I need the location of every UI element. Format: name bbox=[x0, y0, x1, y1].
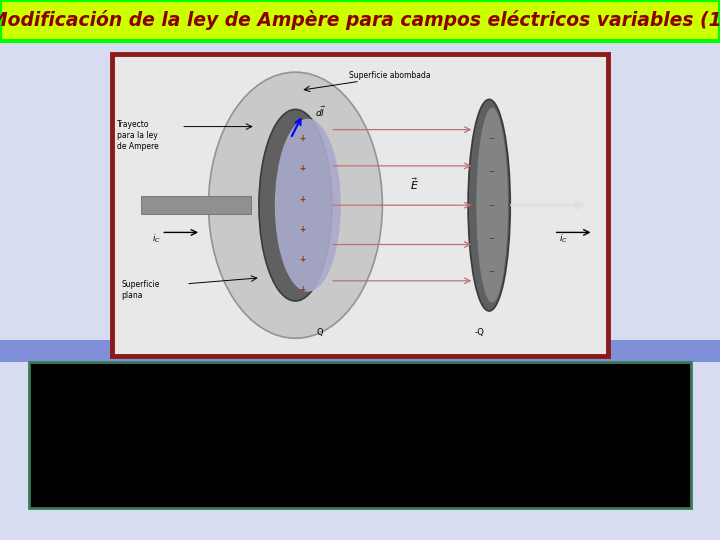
Text: Trayecto
para la ley
de Ampere: Trayecto para la ley de Ampere bbox=[117, 120, 158, 151]
Ellipse shape bbox=[259, 110, 332, 301]
Text: -Q: -Q bbox=[474, 328, 484, 337]
Text: +: + bbox=[300, 225, 306, 234]
Text: +: + bbox=[300, 285, 306, 294]
Text: $\vec{E}$: $\vec{E}$ bbox=[410, 176, 419, 192]
Bar bbox=[29, 362, 691, 508]
Ellipse shape bbox=[477, 108, 508, 302]
Text: Superficie abombada: Superficie abombada bbox=[349, 71, 431, 80]
Text: +: + bbox=[300, 255, 306, 264]
Bar bbox=[112, 54, 608, 356]
Ellipse shape bbox=[468, 99, 510, 311]
Text: +: + bbox=[300, 164, 306, 173]
Text: −: − bbox=[488, 267, 495, 276]
Bar bbox=[141, 196, 251, 214]
Text: −: − bbox=[488, 167, 495, 177]
Text: $d\vec{l}$: $d\vec{l}$ bbox=[315, 104, 327, 118]
Text: $i_C$: $i_C$ bbox=[559, 232, 568, 245]
Text: +: + bbox=[300, 194, 306, 204]
Text: Superficie
plana: Superficie plana bbox=[122, 280, 160, 300]
Text: Q: Q bbox=[317, 328, 323, 337]
Text: −: − bbox=[488, 134, 495, 143]
Text: Modificación de la ley de Ampère para campos eléctricos variables (1): Modificación de la ley de Ampère para ca… bbox=[0, 10, 720, 30]
Text: +: + bbox=[300, 134, 306, 143]
Bar bbox=[0, 0, 720, 40]
Ellipse shape bbox=[275, 119, 341, 292]
Text: $i_C$: $i_C$ bbox=[152, 232, 161, 245]
Text: −: − bbox=[488, 234, 495, 243]
Bar bbox=[112, 54, 608, 356]
Ellipse shape bbox=[209, 72, 382, 338]
Bar bbox=[0, 340, 720, 362]
Text: −: − bbox=[488, 201, 495, 210]
